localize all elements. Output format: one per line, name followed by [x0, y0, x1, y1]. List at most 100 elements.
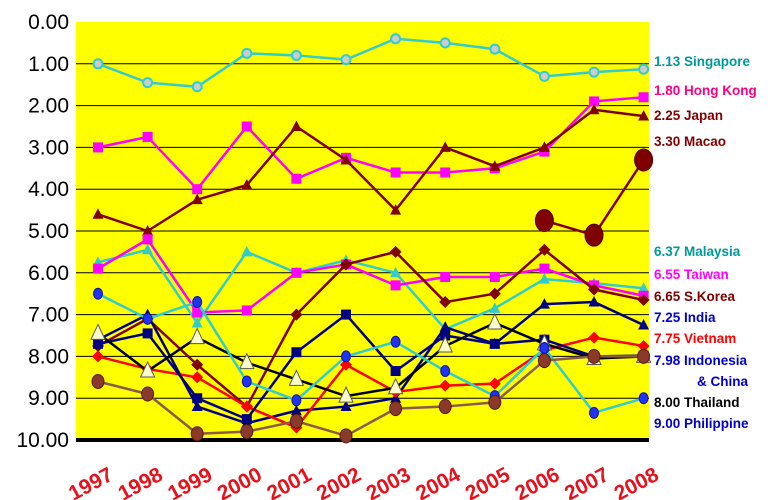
- series-line: [97, 248, 644, 331]
- data-point: [390, 266, 402, 278]
- data-point: [588, 66, 600, 78]
- series-label: 1.80 Hong Kong: [654, 83, 757, 98]
- data-point: [90, 323, 106, 340]
- series-japan: [92, 103, 650, 236]
- data-point: [191, 193, 203, 205]
- x-tick-label: 2002: [313, 463, 365, 500]
- x-tick-label: 1997: [65, 463, 117, 500]
- data-point: [340, 358, 352, 371]
- data-point: [241, 375, 252, 388]
- series-line: [97, 108, 644, 233]
- data-point: [489, 302, 501, 313]
- series-s-korea: [92, 243, 650, 413]
- data-point: [587, 348, 601, 364]
- data-point: [191, 316, 203, 328]
- series-line: [97, 336, 644, 429]
- data-point: [241, 47, 253, 59]
- data-point: [638, 92, 649, 103]
- data-point: [239, 352, 255, 370]
- data-point: [488, 287, 501, 300]
- data-point: [487, 312, 503, 330]
- x-tick-label: 1999: [164, 463, 216, 500]
- data-point: [142, 234, 153, 245]
- data-point: [241, 414, 252, 425]
- data-point: [240, 424, 254, 440]
- data-point: [637, 293, 650, 306]
- x-tick-label: 2008: [611, 463, 663, 500]
- data-point: [638, 63, 650, 75]
- data-point: [539, 263, 550, 274]
- y-tick-label: 4.00: [28, 178, 69, 201]
- data-point: [92, 58, 104, 70]
- series-label: 2.25 Japan: [654, 108, 723, 123]
- x-tick-label: 1998: [115, 463, 167, 500]
- data-point: [340, 258, 352, 271]
- y-tick-label: 1.00: [28, 53, 69, 76]
- data-point: [534, 209, 554, 233]
- data-point: [92, 350, 104, 363]
- series-label: 1.13 Singapore: [654, 54, 751, 69]
- data-point: [638, 392, 649, 405]
- series-label: 7.25 India: [654, 310, 716, 325]
- data-point: [142, 243, 154, 255]
- data-point: [588, 296, 600, 307]
- data-point: [538, 141, 550, 152]
- x-tick-label: 2007: [561, 463, 613, 500]
- series-label: 9.00 Philippine: [654, 416, 749, 431]
- data-point: [290, 308, 303, 321]
- data-point: [390, 335, 401, 348]
- series-label: 7.98 Indonesia: [654, 353, 748, 368]
- data-point: [440, 167, 451, 178]
- data-point: [638, 110, 650, 121]
- data-point: [489, 271, 500, 282]
- data-point: [142, 77, 154, 89]
- series-brown-series: [91, 348, 651, 444]
- data-point: [390, 280, 401, 291]
- data-point: [439, 321, 451, 332]
- data-point: [191, 400, 203, 412]
- series-line: [97, 355, 644, 438]
- data-point: [290, 120, 302, 131]
- data-point: [191, 371, 204, 384]
- data-point: [189, 327, 205, 345]
- y-tick-label: 7.00: [28, 304, 69, 327]
- data-point: [589, 406, 599, 419]
- data-point: [288, 369, 305, 386]
- y-tick-label: 2.00: [28, 95, 69, 118]
- y-tick-label: 0.00: [28, 11, 69, 34]
- y-tick-label: 8.00: [28, 345, 69, 368]
- y-tick-label: 9.00: [28, 387, 69, 410]
- data-point: [141, 386, 155, 402]
- x-tick-label: 2004: [412, 463, 464, 500]
- data-point: [489, 43, 501, 55]
- data-point: [93, 287, 103, 300]
- data-point: [489, 338, 500, 349]
- data-point: [588, 103, 600, 115]
- data-point: [440, 365, 451, 378]
- series-label: & China: [697, 374, 748, 389]
- data-point: [538, 273, 550, 284]
- data-point: [289, 413, 303, 429]
- data-point: [142, 225, 154, 236]
- series-line: [97, 95, 644, 191]
- data-point: [92, 208, 104, 219]
- data-point: [339, 428, 353, 444]
- data-point: [539, 342, 550, 355]
- data-point: [142, 312, 153, 325]
- data-point: [291, 394, 302, 407]
- data-point: [389, 245, 402, 258]
- data-point: [139, 360, 156, 378]
- data-point: [341, 350, 351, 363]
- data-point: [440, 271, 451, 282]
- series-line: [97, 248, 644, 408]
- series-line: [97, 238, 644, 314]
- data-point: [191, 358, 204, 371]
- y-tick-label: 6.00: [28, 262, 69, 285]
- y-tick-label: 3.00: [28, 136, 69, 159]
- series-label: 3.30 Macao: [654, 134, 726, 149]
- data-point: [390, 204, 402, 215]
- series-line: [97, 313, 644, 421]
- x-tick-label: 2001: [263, 463, 315, 500]
- data-point: [142, 131, 153, 142]
- data-point: [637, 339, 650, 352]
